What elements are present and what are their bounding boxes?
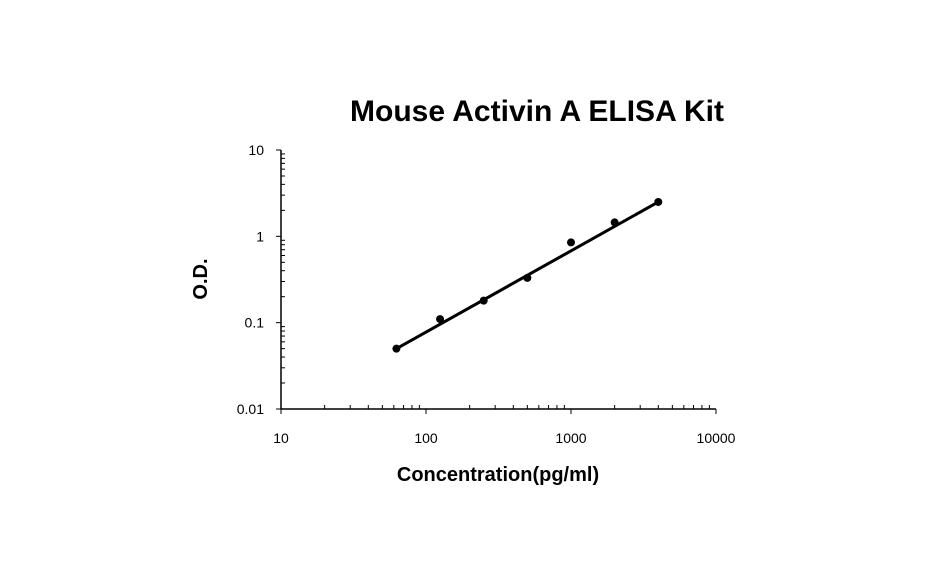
data-point — [654, 197, 663, 206]
major-ticks — [276, 149, 717, 414]
data-point — [436, 315, 445, 324]
chart-title: Mouse Activin A ELISA Kit — [350, 95, 724, 128]
x-tick-label: 1000 — [555, 430, 586, 446]
x-tick-label: 10000 — [697, 430, 736, 446]
y-tick-label: 0.01 — [237, 401, 264, 417]
data-point — [523, 273, 532, 282]
data-point — [479, 296, 488, 305]
minor-ticks — [281, 153, 710, 409]
data-point — [567, 238, 575, 247]
data-point — [610, 218, 619, 227]
y-tick-label: 0.1 — [245, 315, 265, 331]
y-tick-labels: 0.01 0.1 1 10 — [237, 142, 264, 417]
y-axis-title: O.D. — [190, 258, 212, 299]
x-axis-title: Concentration(pg/ml) — [397, 464, 599, 486]
x-tick-label: 100 — [414, 430, 438, 446]
data-point — [392, 344, 401, 353]
x-tick-labels: 10 100 1000 10000 — [273, 430, 735, 446]
y-tick-label: 1 — [256, 228, 264, 244]
x-tick-label: 10 — [273, 430, 289, 446]
plot-axes — [280, 150, 716, 410]
y-tick-label: 10 — [248, 142, 264, 158]
data-points — [392, 197, 663, 353]
